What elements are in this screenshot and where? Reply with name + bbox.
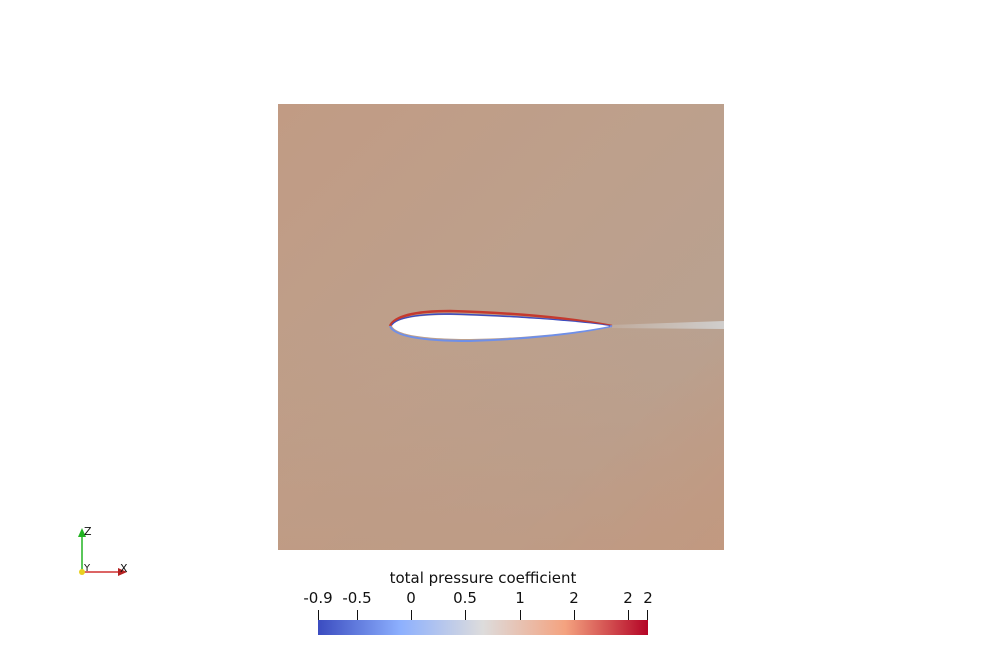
airfoil-lowpressure-band <box>389 325 613 343</box>
x-axis-label: X <box>120 562 128 575</box>
y-axis-label: Y <box>84 563 91 574</box>
colorbar-tick-mark <box>520 610 521 621</box>
airfoil-upper-lowpressure-edge <box>391 313 611 327</box>
x-axis-arrow-icon <box>118 568 127 576</box>
colorbar-tick-mark <box>628 610 629 621</box>
colorbar-tick-mark <box>574 610 575 621</box>
colorbar-tick-mark <box>411 610 412 621</box>
z-axis-arrow-icon <box>78 528 86 537</box>
colorbar-title: total pressure coefficient <box>389 569 577 587</box>
colorbar-tick-mark <box>357 610 358 621</box>
colorbar-tick-label: 2 <box>569 589 579 607</box>
airfoil-body <box>392 315 610 339</box>
wake-streak <box>610 321 724 329</box>
colorbar-tick-label: -0.5 <box>342 589 372 607</box>
colorbar-tick-mark <box>318 610 319 621</box>
y-axis-origin-icon <box>79 569 85 575</box>
colorbar-tick-mark <box>647 610 648 621</box>
colorbar <box>318 620 648 635</box>
colorbar-tick-label: 2 <box>643 589 653 607</box>
flow-field-lower-region <box>278 330 724 550</box>
z-axis-label: Z <box>84 525 92 538</box>
colorbar-tick-mark <box>465 610 466 621</box>
colorbar-tick-label: 0.5 <box>453 589 477 607</box>
colorbar-tick-label: 1 <box>515 589 525 607</box>
colorbar-tick-label: 2 <box>623 589 633 607</box>
colorbar-tick-label: -0.9 <box>303 589 333 607</box>
airfoil-upper-highpressure-band <box>388 309 613 328</box>
colorbar-tick-label: 0 <box>406 589 416 607</box>
